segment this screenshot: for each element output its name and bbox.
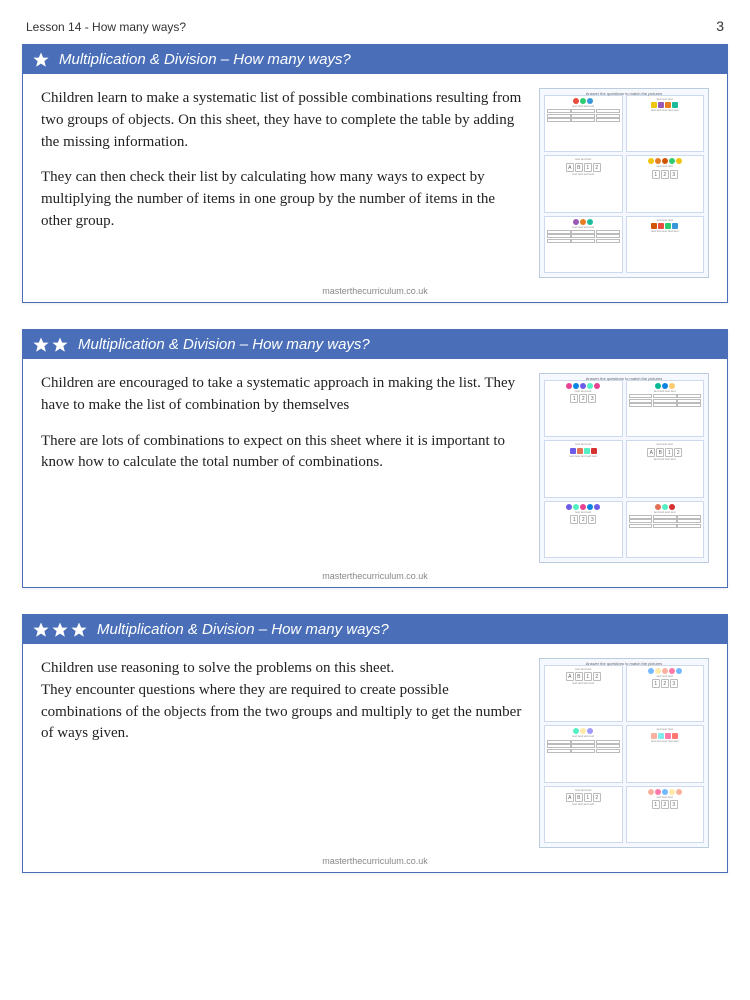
difficulty-stars	[33, 622, 87, 638]
card-text: Children use reasoning to solve the prob…	[41, 658, 525, 848]
page-number: 3	[716, 18, 724, 34]
worksheet-cell: text text text text	[544, 725, 623, 782]
card-header: Multiplication & Division – How many way…	[23, 615, 727, 644]
difficulty-card: Multiplication & Division – How many way…	[22, 329, 728, 588]
card-paragraph: There are lots of combinations to expect…	[41, 431, 525, 475]
card-body: Children use reasoning to solve the prob…	[23, 644, 727, 852]
worksheet-cell: text text textAB12text text text text	[626, 440, 705, 497]
worksheet-cell: text text text text	[544, 216, 623, 273]
worksheet-cell: text text textAB12text text text text	[544, 786, 623, 843]
card-footer: masterthecurriculum.co.uk	[23, 282, 727, 302]
difficulty-card: Multiplication & Division – How many way…	[22, 44, 728, 303]
worksheet-cell: text text texttext text text text text	[626, 95, 705, 152]
lesson-title: Lesson 14 - How many ways?	[26, 20, 186, 34]
card-paragraph: Children use reasoning to solve the prob…	[41, 658, 525, 745]
card-footer: masterthecurriculum.co.uk	[23, 567, 727, 587]
thumb-header: Answer the questions to match the pictur…	[540, 376, 708, 381]
card-paragraph: They can then check their list by calcul…	[41, 167, 525, 232]
worksheet-thumbnail: Answer the questions to match the pictur…	[539, 658, 709, 848]
card-footer: masterthecurriculum.co.uk	[23, 852, 727, 872]
card-header: Multiplication & Division – How many way…	[23, 330, 727, 359]
star-icon	[33, 52, 49, 68]
card-paragraph: Children learn to make a systematic list…	[41, 88, 525, 153]
worksheet-cell: text text textAB12text text text text	[544, 155, 623, 212]
card-text: Children learn to make a systematic list…	[41, 88, 525, 278]
star-icon	[71, 622, 87, 638]
star-icon	[52, 337, 68, 353]
card-text: Children are encouraged to take a system…	[41, 373, 525, 563]
worksheet-cell: text text text123	[544, 501, 623, 558]
difficulty-stars	[33, 337, 68, 353]
thumb-header: Answer the questions to match the pictur…	[540, 91, 708, 96]
worksheet-cell: text text text123	[626, 665, 705, 722]
worksheet-cell: text text text text	[626, 380, 705, 437]
star-icon	[33, 622, 49, 638]
difficulty-card: Multiplication & Division – How many way…	[22, 614, 728, 873]
card-body: Children learn to make a systematic list…	[23, 74, 727, 282]
card-paragraph: Children are encouraged to take a system…	[41, 373, 525, 417]
card-title: Multiplication & Division – How many way…	[97, 621, 389, 638]
worksheet-cell: text text texttext text text text text	[544, 440, 623, 497]
worksheet-thumbnail: Answer the questions to match the pictur…	[539, 88, 709, 278]
worksheet-cell: text text text text	[626, 501, 705, 558]
card-title: Multiplication & Division – How many way…	[78, 336, 370, 353]
card-title: Multiplication & Division – How many way…	[59, 51, 351, 68]
worksheet-cell: text text text123	[626, 786, 705, 843]
worksheet-cell: text text texttext text text text text	[626, 725, 705, 782]
card-body: Children are encouraged to take a system…	[23, 359, 727, 567]
difficulty-stars	[33, 52, 49, 68]
worksheet-cell: text text text123	[544, 380, 623, 437]
worksheet-cell: text text textAB12text text text text	[544, 665, 623, 722]
worksheet-thumbnail: Answer the questions to match the pictur…	[539, 373, 709, 563]
page-header: Lesson 14 - How many ways? 3	[22, 18, 728, 44]
worksheet-cell: text text text123	[626, 155, 705, 212]
worksheet-cell: text text text text	[544, 95, 623, 152]
star-icon	[52, 622, 68, 638]
worksheet-cell: text text texttext text text text text	[626, 216, 705, 273]
card-header: Multiplication & Division – How many way…	[23, 45, 727, 74]
thumb-header: Answer the questions to match the pictur…	[540, 661, 708, 666]
star-icon	[33, 337, 49, 353]
